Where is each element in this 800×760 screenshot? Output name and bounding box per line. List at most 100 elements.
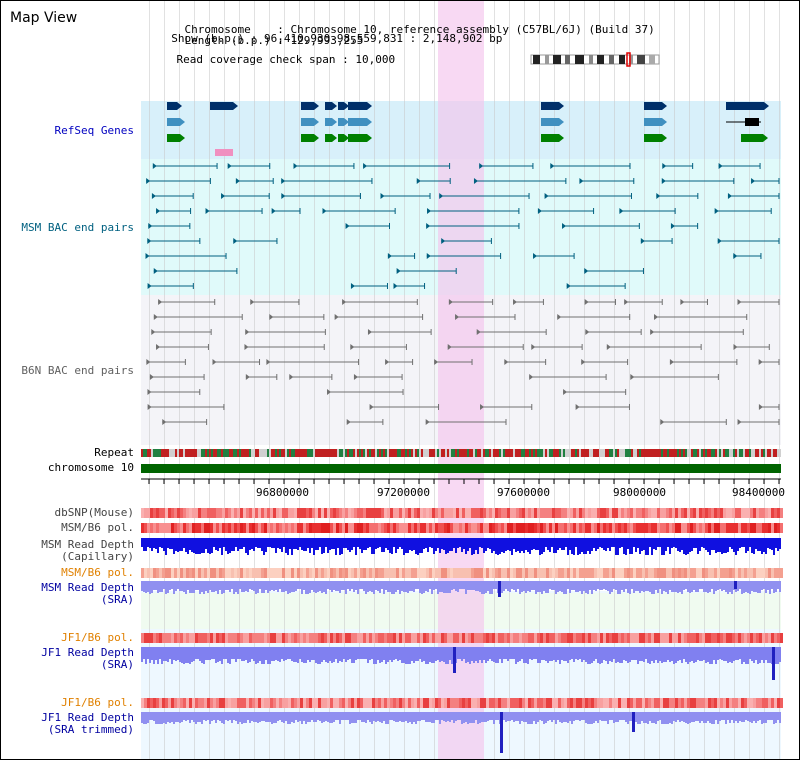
- repeat-bar: [679, 449, 681, 457]
- b6n-bac-pair-end: [737, 419, 742, 425]
- msm-depth-capillary-bar: [399, 538, 401, 547]
- jf1-depth-trim-bar: [321, 712, 323, 723]
- msm-b6-pol-sra-cell: [648, 568, 651, 578]
- msm-b6-pol-sra-cell: [603, 568, 606, 578]
- msm-depth-sra-bar: [769, 581, 771, 594]
- jf1-depth-trim-bar: [605, 712, 607, 721]
- jf1-b6-pol-cell: [291, 633, 294, 643]
- label-b6n-bac-end-pairs[interactable]: B6N BAC end pairs: [21, 364, 134, 377]
- label-jf1-read-depth-trimmed[interactable]: JF1 Read Depth: [41, 711, 134, 724]
- repeat-bar: [617, 449, 619, 457]
- label-msm-read-depth-sra[interactable]: MSM Read Depth: [41, 581, 134, 594]
- jf1-b6-pol-trim-cell: [615, 698, 618, 708]
- label-msm-b6-pol[interactable]: MSM/B6 pol.: [61, 521, 134, 534]
- b6n-bac-pair-end: [563, 389, 568, 395]
- jf1-b6-pol-trim-cell: [735, 698, 738, 708]
- jf1-depth-trim-bar: [365, 712, 367, 723]
- msm-depth-capillary-bar: [317, 538, 319, 550]
- refseq-gene-arrow: [332, 118, 337, 126]
- jf1-b6-pol-cell: [312, 633, 315, 643]
- msm-b6-pol-cell: [687, 523, 690, 533]
- jf1-b6-pol-trim-cell: [600, 698, 603, 708]
- jf1-b6-pol-cell: [276, 633, 279, 643]
- msm-depth-capillary-bar: [169, 538, 171, 549]
- repeat-bar: [599, 449, 601, 457]
- label-chromosome[interactable]: chromosome 10: [47, 461, 134, 474]
- label-dbsnp[interactable]: dbSNP(Mouse): [54, 506, 134, 519]
- jf1-b6-pol-cell: [282, 633, 285, 643]
- msm-depth-sra-bar: [353, 581, 355, 592]
- jf1-b6-pol-cell: [462, 633, 465, 643]
- repeat-bar: [767, 449, 769, 457]
- repeat-bar: [231, 449, 233, 457]
- msm-b6-pol-cell: [360, 523, 363, 533]
- msm-depth-capillary-bar: [509, 538, 511, 551]
- msm-depth-capillary-bar: [177, 538, 179, 552]
- repeat-bar: [145, 449, 147, 457]
- jf1-depth-sra-bar: [595, 647, 597, 659]
- jf1-b6-pol-trim-cell: [693, 698, 696, 708]
- repeat-bar: [737, 449, 739, 457]
- msm-depth-sra-bar: [427, 581, 429, 592]
- msm-depth-sra-bar: [695, 581, 697, 592]
- jf1-depth-trim-bar: [287, 712, 289, 724]
- jf1-depth-trim-bar: [201, 712, 203, 724]
- repeat-bar: [527, 449, 529, 457]
- jf1-depth-sra-bar: [583, 647, 585, 660]
- jf1-depth-sra-bar: [227, 647, 229, 663]
- msm-b6-pol-cell: [636, 523, 639, 533]
- grid-line: [209, 1, 210, 759]
- jf1-depth-sra-bar: [339, 647, 341, 661]
- jf1-depth-sra-bar: [363, 647, 365, 659]
- jf1-depth-sra-bar: [403, 647, 405, 663]
- label-msm-bac-end-pairs[interactable]: MSM BAC end pairs: [21, 221, 134, 234]
- label-jf1-read-depth-sra[interactable]: JF1 Read Depth: [41, 646, 134, 659]
- msm-depth-sra-bar: [191, 581, 193, 593]
- repeat-bar: [341, 449, 343, 457]
- jf1-depth-trim-bar: [503, 712, 505, 720]
- jf1-b6-pol-trim-cell: [699, 698, 702, 708]
- repeat-bar: [383, 449, 385, 457]
- jf1-b6-pol-cell: [186, 633, 189, 643]
- msm-depth-sra-bar: [479, 581, 481, 592]
- jf1-depth-sra-bar: [149, 647, 151, 663]
- jf1-depth-trim-bar: [475, 712, 477, 720]
- jf1-depth-sra-bar: [585, 647, 587, 662]
- label-jf1-b6-pol-trimmed[interactable]: JF1/B6 pol.: [61, 696, 134, 709]
- label-msm-b6-pol-sra[interactable]: MSM/B6 pol.: [61, 566, 134, 579]
- highlight-region[interactable]: [438, 1, 484, 759]
- jf1-depth-trim-bar: [421, 712, 423, 720]
- dbsnp-cell: [672, 508, 675, 518]
- jf1-depth-sra-bar: [351, 647, 353, 663]
- jf1-b6-pol-trim-cell: [759, 698, 762, 708]
- dbsnp-cell: [681, 508, 684, 518]
- repeat-bar: [483, 449, 485, 457]
- msm-depth-capillary-bar: [231, 538, 233, 551]
- jf1-b6-pol-trim-cell: [630, 698, 633, 708]
- jf1-b6-pol-trim-cell: [246, 698, 249, 708]
- jf1-depth-trim-bar: [667, 712, 669, 724]
- msm-b6-pol-cell: [444, 523, 447, 533]
- jf1-b6-pol-cell: [741, 633, 744, 643]
- msm-depth-sra-bar: [443, 581, 445, 593]
- repeat-bar: [269, 449, 271, 457]
- label-jf1-b6-pol[interactable]: JF1/B6 pol.: [61, 631, 134, 644]
- jf1-b6-pol-cell: [441, 633, 444, 643]
- repeat-bar: [575, 449, 577, 457]
- label-msm-read-depth-capillary[interactable]: MSM Read Depth: [41, 538, 134, 551]
- jf1-depth-sra-bar: [501, 647, 503, 663]
- jf1-depth-trim-bar: [147, 712, 149, 723]
- msm-b6-pol-cell: [339, 523, 342, 533]
- repeat-bar: [719, 449, 721, 457]
- jf1-b6-pol-cell: [564, 633, 567, 643]
- label-repeat[interactable]: Repeat: [94, 446, 134, 459]
- refseq-gene-arrow: [332, 134, 337, 142]
- dbsnp-cell: [162, 508, 165, 518]
- jf1-depth-trim-bar: [375, 712, 377, 722]
- label-refseq-genes[interactable]: RefSeq Genes: [54, 124, 134, 137]
- msm-depth-sra-bar: [199, 581, 201, 594]
- msm-depth-capillary-bar: [173, 538, 175, 554]
- repeat-bar: [221, 449, 223, 457]
- msm-b6-pol-sra-cell: [726, 568, 729, 578]
